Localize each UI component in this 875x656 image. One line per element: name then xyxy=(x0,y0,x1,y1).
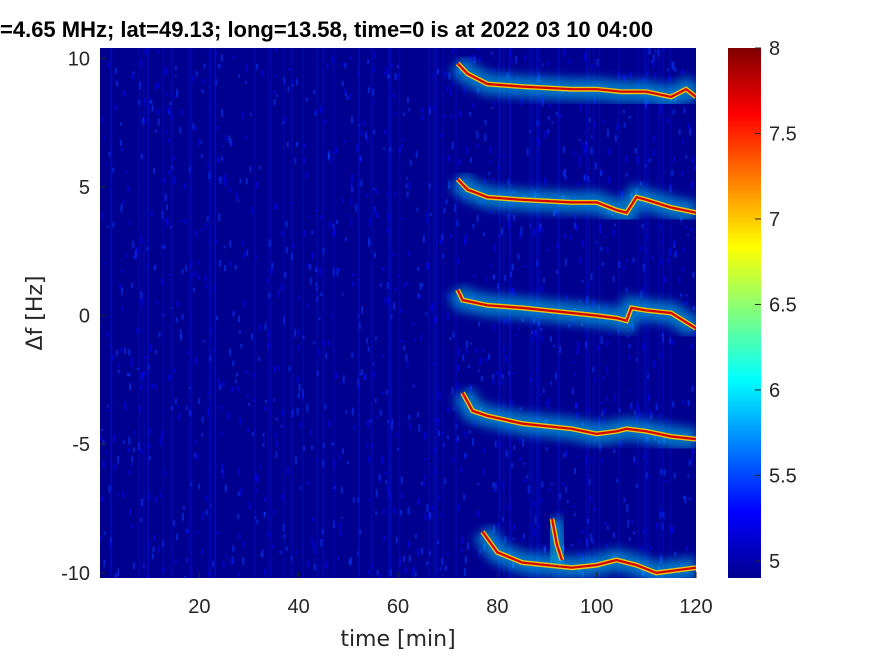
colorbar-tick-label: 5 xyxy=(769,551,780,573)
colorbar-ticks: 8 7.5 7 6.5 6 5.5 5 xyxy=(755,38,797,573)
colorbar-tick-label: 8 xyxy=(769,38,780,60)
y-tick-label: -10 xyxy=(61,563,90,585)
y-tick-label: 10 xyxy=(68,48,90,70)
y-axis: 10 5 0 -5 -10 xyxy=(61,48,106,585)
y-axis-label: Δf [Hz] xyxy=(23,275,48,350)
noise-layer xyxy=(100,48,696,578)
trace-band-0 xyxy=(456,289,696,330)
y-tick-label: 5 xyxy=(79,177,90,199)
colorbar-tick-label: 5.5 xyxy=(769,465,797,487)
trace-band-5 xyxy=(456,178,696,214)
y-tick-label: -5 xyxy=(72,434,90,456)
x-axis: 20 40 60 80 100 120 xyxy=(188,572,713,618)
colorbar-tick-label: 7 xyxy=(769,209,780,231)
trace-layer xyxy=(447,55,696,578)
x-tick-label: 40 xyxy=(288,596,310,618)
trace-band-minus10 xyxy=(481,531,696,575)
colorbar-tick-label: 6 xyxy=(769,380,780,402)
x-tick-label: 20 xyxy=(188,596,210,618)
x-tick-label: 80 xyxy=(486,596,508,618)
colorbar-tick-label: 7.5 xyxy=(769,123,797,145)
chart-title: =4.65 MHz; lat=49.13; long=13.58, time=0… xyxy=(0,17,653,42)
y-tick-label: 0 xyxy=(79,306,90,328)
colorbar-scale xyxy=(728,48,761,578)
x-tick-label: 120 xyxy=(679,596,712,618)
plot-area xyxy=(100,48,696,578)
colorbar: 8 7.5 7 6.5 6 5.5 5 xyxy=(728,38,797,578)
x-axis-label: time [min] xyxy=(340,627,455,652)
x-tick-label: 100 xyxy=(580,596,613,618)
trace-spike-minus10 xyxy=(550,518,563,561)
colorbar-tick-label: 6.5 xyxy=(769,294,797,316)
trace-band-minus5 xyxy=(461,392,696,441)
x-tick-label: 60 xyxy=(387,596,409,618)
trace-band-10 xyxy=(456,62,696,99)
